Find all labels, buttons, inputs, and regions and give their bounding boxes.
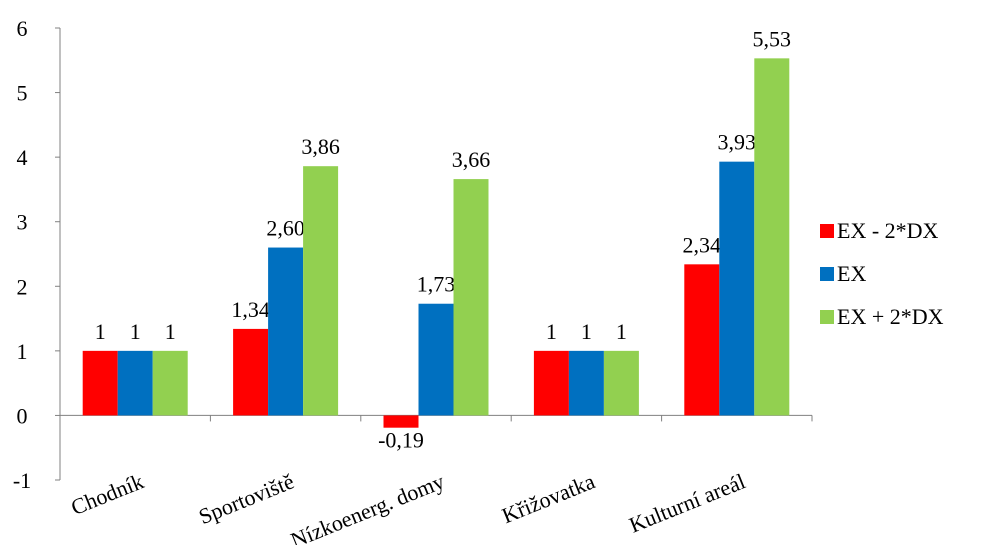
legend-label: EX — [837, 261, 866, 286]
bar — [82, 350, 118, 416]
legend-label: EX - 2*DX — [837, 218, 939, 243]
y-tick-label: -1 — [13, 468, 31, 493]
data-label: 2,34 — [683, 232, 722, 257]
data-label: 1 — [546, 319, 557, 344]
bar — [418, 303, 454, 416]
data-label: 2,60 — [266, 216, 305, 241]
y-tick-label: 3 — [17, 210, 28, 235]
bar — [117, 350, 153, 416]
data-label: 3,66 — [452, 147, 491, 172]
bar — [719, 161, 755, 416]
bar — [533, 350, 569, 416]
legend-label: EX + 2*DX — [837, 304, 944, 329]
y-tick-label: 0 — [17, 403, 28, 428]
data-label: -0,19 — [378, 428, 424, 453]
y-tick-label: 6 — [17, 16, 28, 41]
data-label: 1 — [95, 319, 106, 344]
bar — [453, 179, 489, 416]
legend: EX - 2*DX EX EX + 2*DX — [820, 218, 944, 329]
legend-swatch — [820, 267, 834, 281]
data-label: 1 — [130, 319, 141, 344]
bar — [684, 264, 720, 416]
data-label: 1 — [616, 319, 627, 344]
bar — [754, 58, 790, 416]
bar — [383, 415, 419, 428]
data-label: 1,34 — [231, 297, 270, 322]
data-label: 1 — [581, 319, 592, 344]
x-category-label: Chodník — [67, 468, 147, 520]
bar — [568, 350, 604, 416]
data-label: 3,86 — [301, 134, 340, 159]
bar — [603, 350, 639, 416]
x-category-label: Sportoviště — [195, 468, 297, 529]
x-category-label: Kulturní areál — [625, 468, 748, 537]
x-category-label: Nízkoenerg. domy — [287, 468, 448, 545]
y-tick-label: 2 — [17, 274, 28, 299]
y-tick-label: 5 — [17, 81, 28, 106]
y-tick-label: 1 — [17, 339, 28, 364]
bar — [303, 166, 339, 416]
data-label: 5,53 — [753, 26, 792, 51]
x-category-label: Křižovatka — [498, 468, 598, 528]
bar — [268, 247, 304, 416]
bar — [152, 350, 188, 416]
legend-swatch — [820, 224, 834, 238]
y-tick-label: 4 — [17, 145, 28, 170]
data-label: 3,93 — [718, 130, 757, 155]
legend-swatch — [820, 310, 834, 324]
data-label: 1,73 — [417, 272, 456, 297]
data-label: 1 — [165, 319, 176, 344]
bar — [233, 328, 269, 416]
